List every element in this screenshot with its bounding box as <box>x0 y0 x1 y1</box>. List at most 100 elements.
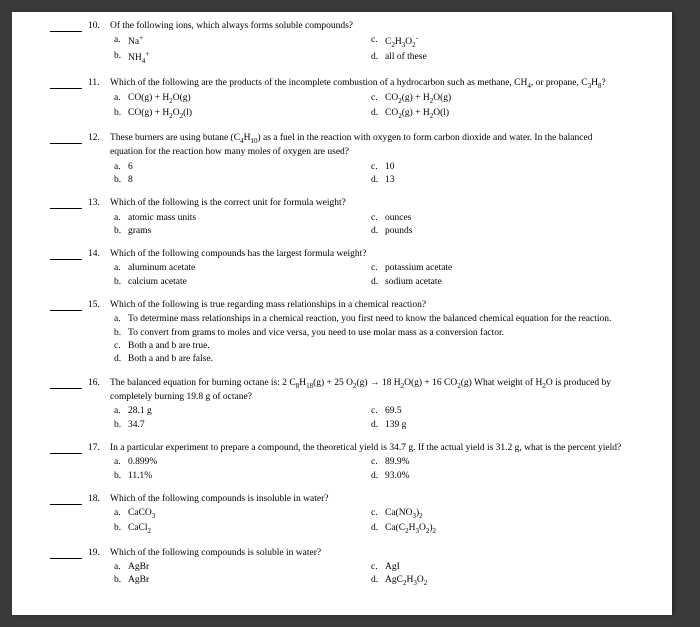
choices: a.atomic mass unitsb.gramsc.ouncesd.poun… <box>110 212 624 239</box>
choice-c[interactable]: c.CO2(g) + H2O(g) <box>367 92 624 107</box>
question-stem: In a particular experiment to prepare a … <box>110 442 624 455</box>
choice-label: c. <box>367 92 385 107</box>
choice-a[interactable]: a.28.1 g <box>110 405 367 418</box>
choice-text: Na+ <box>128 34 143 49</box>
choice-c[interactable]: c.10 <box>367 161 624 174</box>
answer-blank[interactable] <box>50 495 82 505</box>
choice-text: Ca(C2H3O2)2 <box>385 522 436 537</box>
choice-label: a. <box>110 262 128 275</box>
choices-right-col: c.Ca(NO3)2d.Ca(C2H3O2)2 <box>367 507 624 536</box>
choice-a[interactable]: a.CO(g) + H2O(g) <box>110 92 367 107</box>
choice-text: CaCl2 <box>128 522 151 537</box>
choice-text: CO2(g) + H2O(g) <box>385 92 451 107</box>
choices: a.6b.8c.10d.13 <box>110 161 624 188</box>
choice-text: 8 <box>128 174 133 187</box>
choice-label: a. <box>110 561 128 574</box>
choice-a[interactable]: a.0.899% <box>110 456 367 469</box>
question: 12.These burners are using butane (C4H10… <box>50 132 624 188</box>
choice-label: b. <box>110 174 128 187</box>
choice-label: c. <box>367 405 385 418</box>
question-stem: Which of the following compounds has the… <box>110 248 624 261</box>
choice-text: atomic mass units <box>128 212 196 225</box>
choice-d[interactable]: d.AgC2H3O2 <box>367 574 624 589</box>
answer-blank[interactable] <box>50 79 82 89</box>
question: 14.Which of the following compounds has … <box>50 248 624 289</box>
choice-c[interactable]: c.ounces <box>367 212 624 225</box>
choice-c[interactable]: c.89.9% <box>367 456 624 469</box>
choice-d[interactable]: d.sodium acetate <box>367 276 624 289</box>
choice-a[interactable]: a.aluminum acetate <box>110 262 367 275</box>
question: 18.Which of the following compounds is i… <box>50 493 624 537</box>
choice-text: 0.899% <box>128 456 157 469</box>
choice-c[interactable]: c.C2H3O2- <box>367 34 624 51</box>
choice-d[interactable]: d.93.0% <box>367 470 624 483</box>
choice-label: b. <box>110 419 128 432</box>
choice-d[interactable]: d.Ca(C2H3O2)2 <box>367 522 624 537</box>
choice-text: AgI <box>385 561 400 574</box>
choices-right-col: c.potassium acetated.sodium acetate <box>367 262 624 289</box>
choice-label: b. <box>110 276 128 289</box>
answer-blank[interactable] <box>50 301 82 311</box>
answer-blank[interactable] <box>50 250 82 260</box>
answer-blank[interactable] <box>50 444 82 454</box>
answer-blank[interactable] <box>50 379 82 389</box>
choice-b[interactable]: b.CaCl2 <box>110 522 367 537</box>
question-body: Which of the following is true regarding… <box>110 299 624 366</box>
choice-b[interactable]: b.11.1% <box>110 470 367 483</box>
answer-blank[interactable] <box>50 199 82 209</box>
choice-b[interactable]: b.CO(g) + H2O2(l) <box>110 107 367 122</box>
choice-text: sodium acetate <box>385 276 442 289</box>
answer-blank[interactable] <box>50 134 82 144</box>
choice-a[interactable]: a.atomic mass units <box>110 212 367 225</box>
choice-d[interactable]: d.CO2(g) + H2O(l) <box>367 107 624 122</box>
choice-text: To determine mass relationships in a che… <box>128 313 611 326</box>
choice-b[interactable]: b.grams <box>110 225 367 238</box>
choice-text: Both a and b are true. <box>128 340 210 353</box>
choice-c[interactable]: c.Both a and b are true. <box>110 340 624 353</box>
choices: a.CO(g) + H2O(g)b.CO(g) + H2O2(l)c.CO2(g… <box>110 92 624 121</box>
choice-label: b. <box>110 574 128 587</box>
choice-c[interactable]: c.Ca(NO3)2 <box>367 507 624 522</box>
choice-d[interactable]: d.13 <box>367 174 624 187</box>
question-stem: The balanced equation for burning octane… <box>110 377 624 405</box>
choice-b[interactable]: b.AgBr <box>110 574 367 587</box>
choice-c[interactable]: c.AgI <box>367 561 624 574</box>
choices-right-col: c.89.9%d.93.0% <box>367 456 624 483</box>
choice-label: d. <box>367 225 385 238</box>
question: 10.Of the following ions, which always f… <box>50 20 624 67</box>
question: 15.Which of the following is true regard… <box>50 299 624 366</box>
question-body: Which of the following compounds has the… <box>110 248 624 289</box>
choice-label: b. <box>110 50 128 67</box>
choice-d[interactable]: d.139 g <box>367 419 624 432</box>
choice-a[interactable]: a.6 <box>110 161 367 174</box>
answer-blank[interactable] <box>50 549 82 559</box>
choice-b[interactable]: b.To convert from grams to moles and vic… <box>110 327 624 340</box>
question: 13.Which of the following is the correct… <box>50 197 624 238</box>
choice-d[interactable]: d.Both a and b are false. <box>110 353 624 366</box>
choice-text: 34.7 <box>128 419 145 432</box>
choice-d[interactable]: d.all of these <box>367 51 624 64</box>
choice-label: a. <box>110 34 128 49</box>
question-stem: Which of the following are the products … <box>110 77 624 92</box>
choice-text: ounces <box>385 212 411 225</box>
choice-a[interactable]: a.To determine mass relationships in a c… <box>110 313 624 326</box>
choice-a[interactable]: a.CaCO3 <box>110 507 367 522</box>
choice-text: C2H3O2- <box>385 34 418 51</box>
choices-right-col: c.69.5d.139 g <box>367 405 624 432</box>
choice-a[interactable]: a.Na+ <box>110 34 367 49</box>
question-stem: Of the following ions, which always form… <box>110 20 624 33</box>
choice-c[interactable]: c.69.5 <box>367 405 624 418</box>
choice-b[interactable]: b.NH4+ <box>110 50 367 67</box>
choice-b[interactable]: b.8 <box>110 174 367 187</box>
choice-a[interactable]: a.AgBr <box>110 561 367 574</box>
choice-d[interactable]: d.pounds <box>367 225 624 238</box>
choice-text: Ca(NO3)2 <box>385 507 423 522</box>
choice-b[interactable]: b.34.7 <box>110 419 367 432</box>
answer-blank[interactable] <box>50 22 82 32</box>
choices-left-col: a.6b.8 <box>110 161 367 188</box>
choice-b[interactable]: b.calcium acetate <box>110 276 367 289</box>
choice-label: a. <box>110 456 128 469</box>
choice-c[interactable]: c.potassium acetate <box>367 262 624 275</box>
question-number: 14. <box>88 248 110 289</box>
choice-label: a. <box>110 405 128 418</box>
